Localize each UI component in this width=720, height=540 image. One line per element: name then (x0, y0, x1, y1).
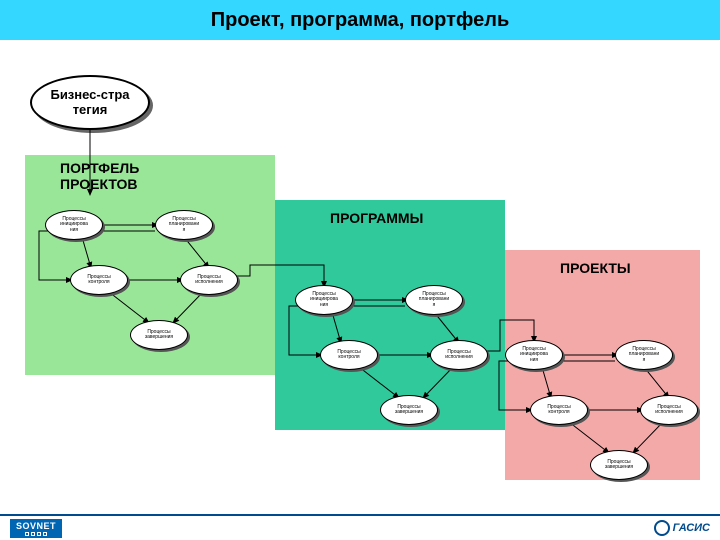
block-programs (275, 200, 505, 430)
process-node-ctrl: Процессы контроля (70, 265, 128, 295)
process-node-init: Процессы инициирова ния (505, 340, 563, 370)
sovnet-text: SOVNET (16, 521, 56, 531)
label-programs: ПРОГРАММЫ (330, 210, 423, 226)
process-node-ctrl: Процессы контроля (320, 340, 378, 370)
process-node-plan: Процессы планировани я (155, 210, 213, 240)
logo-sovnet: SOVNET (10, 519, 62, 538)
process-node-close: Процессы завершения (590, 450, 648, 480)
strategy-node: Бизнес-стра тегия (30, 75, 150, 130)
label-portfolio: ПОРТФЕЛЬ ПРОЕКТОВ (60, 160, 139, 192)
title-bar: Проект, программа, портфель (0, 0, 720, 40)
gasis-icon (654, 520, 670, 536)
process-node-close: Процессы завершения (130, 320, 188, 350)
process-node-exec: Процессы исполнения (640, 395, 698, 425)
process-node-init: Процессы инициирова ния (295, 285, 353, 315)
process-node-ctrl: Процессы контроля (530, 395, 588, 425)
gasis-text: ГАСИС (673, 522, 710, 534)
process-node-plan: Процессы планировани я (615, 340, 673, 370)
strategy-label: Бизнес-стра тегия (50, 88, 129, 118)
diagram-canvas: ПОРТФЕЛЬ ПРОЕКТОВ ПРОГРАММЫ ПРОЕКТЫ Бизн… (0, 55, 720, 515)
process-node-exec: Процессы исполнения (430, 340, 488, 370)
process-node-plan: Процессы планировани я (405, 285, 463, 315)
label-projects: ПРОЕКТЫ (560, 260, 631, 276)
process-node-exec: Процессы исполнения (180, 265, 238, 295)
process-node-init: Процессы инициирова ния (45, 210, 103, 240)
footer: SOVNET ГАСИС (0, 514, 720, 540)
logo-gasis: ГАСИС (654, 520, 710, 536)
page-title: Проект, программа, портфель (211, 9, 510, 32)
process-node-close: Процессы завершения (380, 395, 438, 425)
